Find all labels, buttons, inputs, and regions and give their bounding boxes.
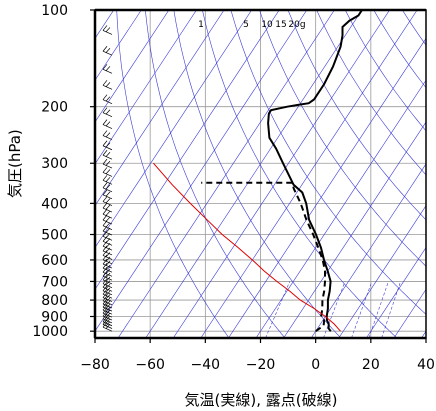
mixing-ratio-label: 1 [198, 20, 204, 30]
wind-barb [102, 270, 113, 281]
y-tick-label: 400 [41, 196, 68, 212]
dry-adiabat-line [230, 10, 426, 315]
wind-barb [102, 208, 113, 219]
wind-barb [102, 25, 113, 35]
wind-barb [102, 119, 113, 129]
wind-barb [102, 196, 113, 206]
dry-adiabat-line [287, 10, 426, 221]
isotherm-line [310, 163, 426, 338]
isotherm-line [173, 10, 390, 338]
mixing-ratio-line [323, 281, 346, 338]
wind-barb [102, 189, 113, 200]
mixing-ratio-line [351, 281, 373, 338]
y-tick-label: 200 [41, 100, 68, 116]
wind-barb [102, 267, 113, 277]
dry-adiabat-line [202, 10, 398, 338]
dry-adiabat-line [259, 10, 426, 267]
x-tick-label: −60 [135, 357, 165, 373]
reference-line-line [153, 162, 341, 332]
x-tick-label: −40 [191, 357, 221, 373]
wind-barb [102, 64, 113, 74]
wind-barbs [102, 10, 113, 332]
wind-barb [102, 202, 113, 213]
wind-barb [102, 182, 113, 193]
isotherm-line [338, 205, 426, 338]
dry-adiabat-line [316, 10, 426, 176]
dry-adiabat-line [116, 10, 230, 338]
mixing-ratio-label: 5 [243, 20, 249, 30]
isotherm-line [95, 10, 197, 165]
isotherm-line [145, 10, 363, 338]
wind-barb [102, 46, 113, 56]
dewpoint-line [201, 181, 326, 333]
wind-barb [102, 231, 113, 241]
isotherm-line [366, 247, 426, 338]
wind-barb [111, 10, 112, 11]
wind-barb [102, 250, 113, 260]
x-axis-label: 気温(実線), 露点(破線) [184, 391, 338, 409]
y-tick-label: 800 [41, 293, 68, 309]
wind-barb [102, 158, 113, 169]
x-tick-label: −20 [246, 357, 276, 373]
isotherm-line [283, 121, 426, 338]
mixing-ratio-line [265, 281, 291, 338]
dry-adiabat-line [344, 10, 426, 132]
dry-adiabat-line [431, 10, 436, 338]
temperature-line [267, 10, 363, 332]
isotherm-line [95, 10, 308, 332]
isotherm-line [117, 10, 335, 338]
isotherm-line [95, 10, 225, 207]
wind-barb [102, 263, 113, 273]
isotherm-line [200, 10, 418, 338]
isotherm-line [95, 10, 170, 123]
y-tick-label: 1000 [32, 324, 68, 340]
isotherm-line [393, 288, 426, 338]
x-tick-label: 40 [417, 357, 435, 373]
isotherm-line [95, 10, 142, 81]
isotherm-line [255, 79, 426, 338]
plot-series [153, 10, 363, 333]
mixing-ratio-label: 15 [275, 20, 286, 30]
wind-barb [102, 254, 113, 265]
wind-barb [102, 167, 113, 177]
x-tick-label: −80 [80, 357, 110, 373]
wind-barb [102, 80, 113, 90]
wind-barb [102, 258, 113, 269]
y-tick-label: 900 [41, 309, 68, 325]
y-tick-label: 700 [41, 274, 68, 290]
wind-barb [102, 130, 113, 140]
wind-barb [102, 175, 113, 185]
wind-barb [102, 150, 113, 160]
dry-adiabat-line [145, 10, 286, 338]
y-axis-label: 気圧(hPa) [6, 129, 24, 198]
dry-adiabat-line [173, 10, 342, 338]
axis-ticks: 1 5 10 15 20g1002003004005006007008009001000… [32, 3, 435, 373]
y-tick-label: 600 [41, 253, 68, 269]
y-tick-label: 500 [41, 228, 68, 244]
x-tick-label: 0 [311, 357, 320, 373]
wind-barb [102, 274, 113, 285]
isotherm-line [95, 10, 280, 290]
y-tick-label: 300 [41, 156, 68, 172]
wind-barb [102, 107, 113, 118]
mixing-ratio-label: 20g [288, 20, 305, 30]
x-tick-label: 20 [362, 357, 380, 373]
isotherm-line [0, 10, 3, 338]
isotherm-line [95, 10, 252, 249]
wind-barb [102, 94, 113, 105]
plot-grid [0, 10, 436, 338]
wind-barb [102, 140, 113, 151]
y-tick-label: 100 [41, 3, 68, 19]
mixing-ratio-label: 10 [261, 20, 273, 30]
isotherm-line [421, 330, 426, 338]
mixing-ratio-line [381, 281, 401, 338]
